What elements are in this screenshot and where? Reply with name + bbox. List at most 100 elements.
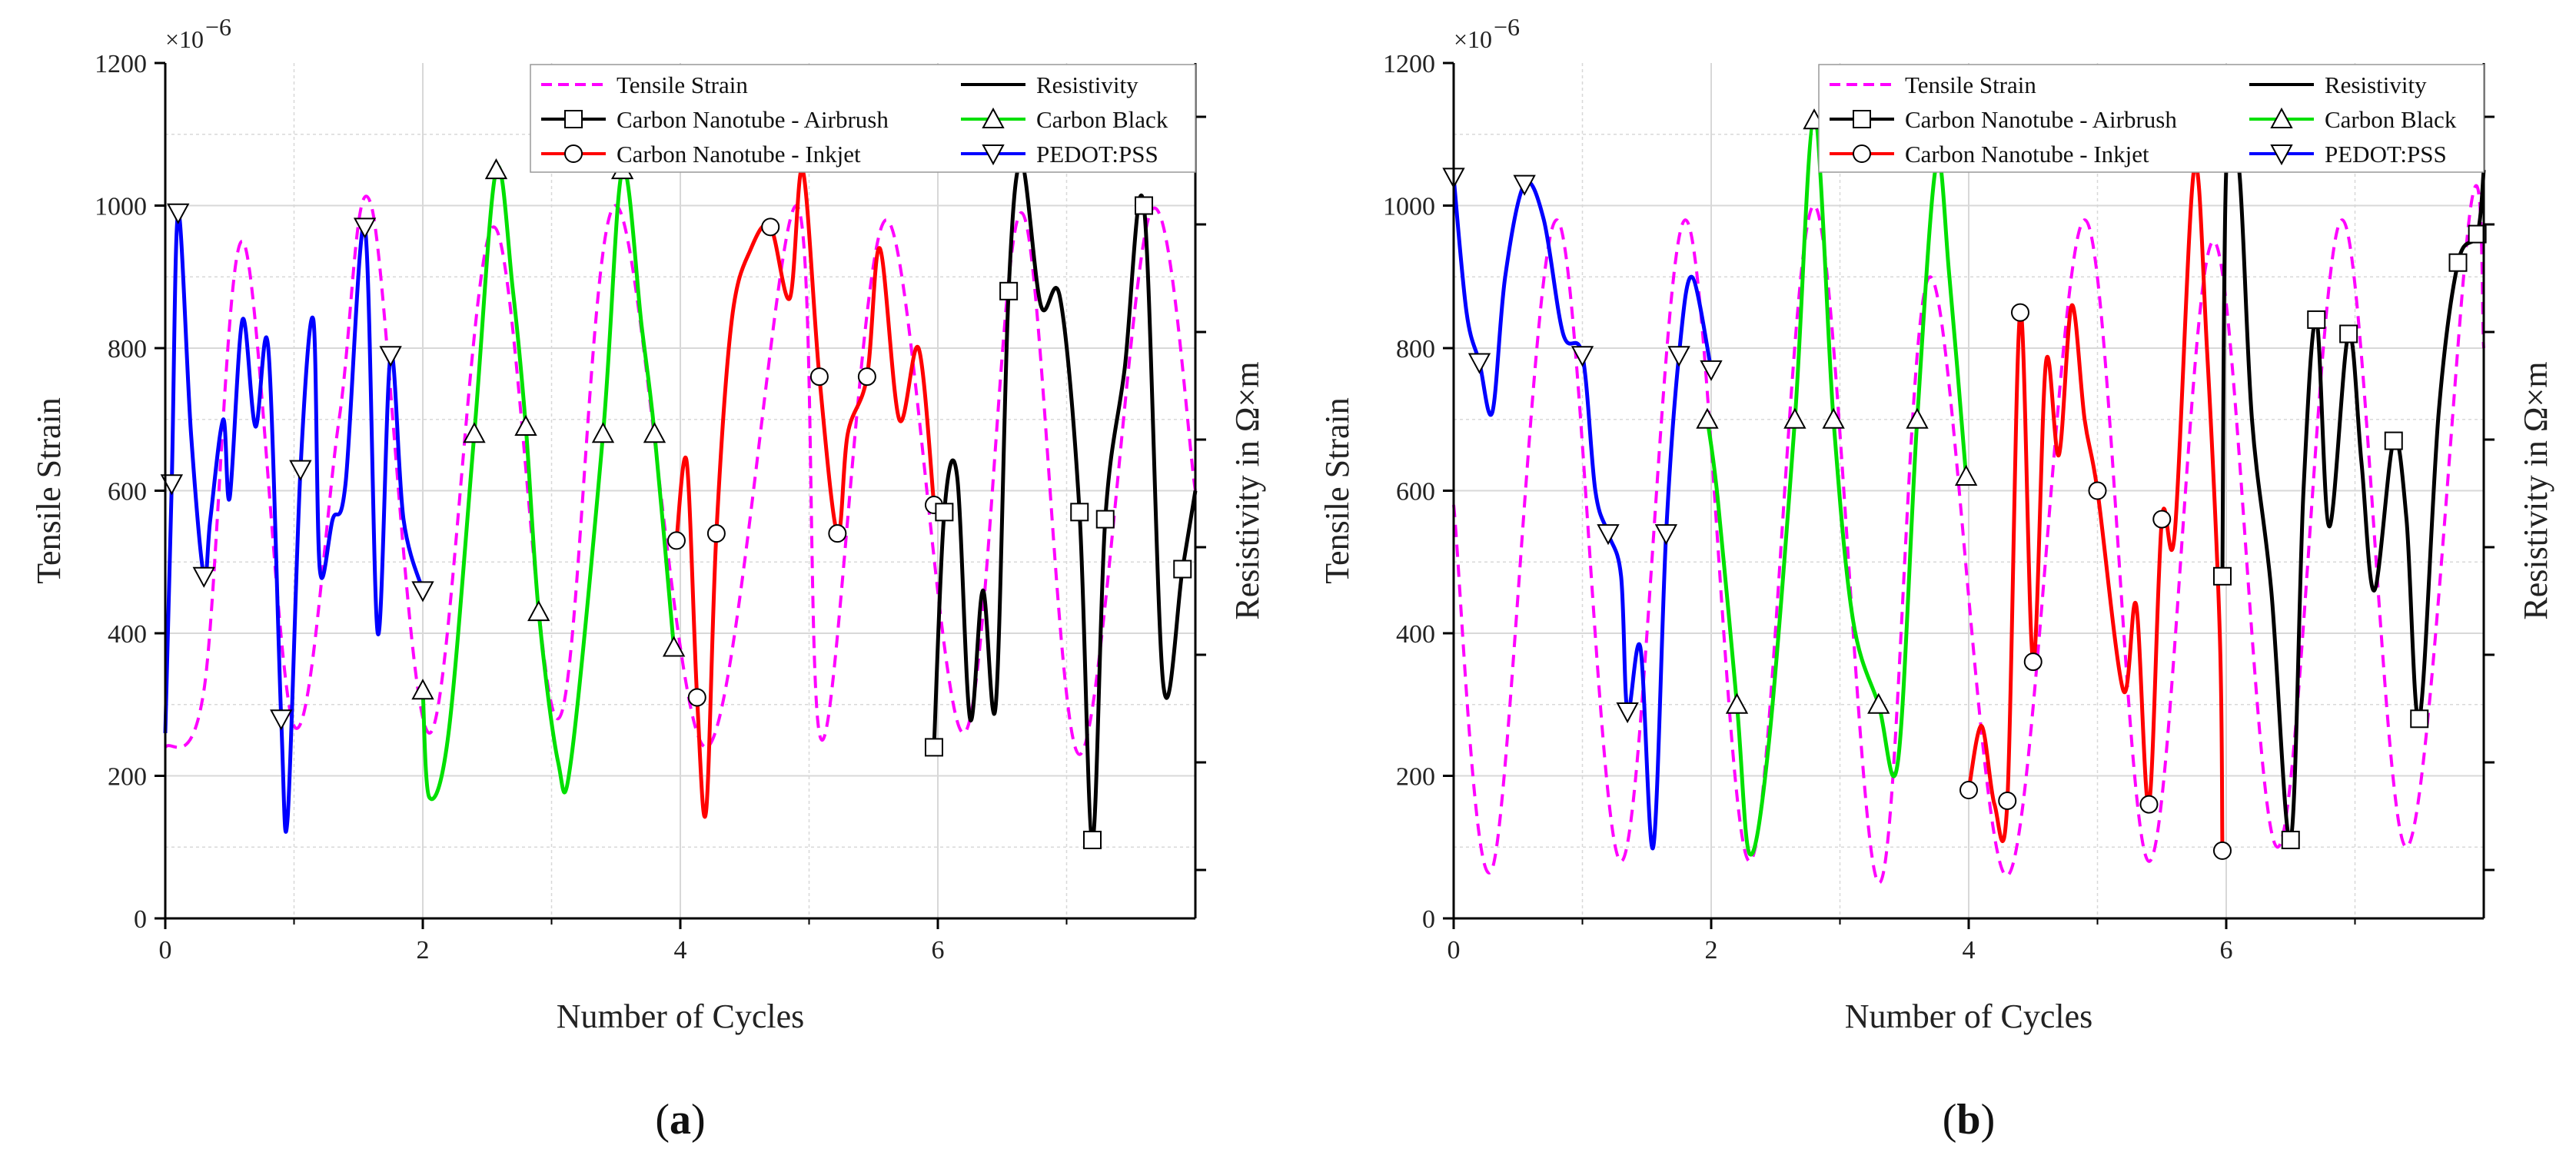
data-point-marker <box>1867 692 1890 714</box>
y-multiplier: ×10 <box>1454 25 1492 53</box>
legend-label: PEDOT:PSS <box>2325 141 2447 168</box>
data-point-marker <box>1083 830 1102 849</box>
data-point-marker <box>591 422 615 443</box>
y-tick-label: 0 <box>1422 905 1435 934</box>
series-carbon-black <box>411 158 686 802</box>
series-line <box>674 167 936 819</box>
x-tick-label: 2 <box>417 936 430 964</box>
data-point-marker <box>706 524 726 543</box>
data-point-marker <box>1906 407 1929 429</box>
data-point-marker <box>1725 692 1749 714</box>
data-point-marker <box>514 414 537 437</box>
data-point-marker <box>1654 524 1678 546</box>
axes: 0 2 4 6 0 200 400 600 800 1000 1200 <box>1383 50 2495 964</box>
y-tick-label: 0 <box>134 905 147 934</box>
y-tick-label: 800 <box>108 335 147 364</box>
data-point-marker <box>2448 253 2468 272</box>
y-axis-title: Tensile Strain <box>1318 397 1356 584</box>
data-point-marker <box>1822 407 1845 429</box>
data-point-marker <box>2212 841 2232 860</box>
legend-label: Carbon Nanotube - Inkjet <box>1905 141 2149 168</box>
data-point-marker <box>761 217 780 237</box>
legend-label: Carbon Nanotube - Airbrush <box>617 106 889 133</box>
data-point-marker <box>411 679 434 700</box>
data-point-marker <box>857 367 876 387</box>
series-line <box>420 164 676 802</box>
y-tick-label: 200 <box>108 763 147 792</box>
data-point-marker <box>2339 324 2358 344</box>
data-point-marker <box>828 524 847 543</box>
legend-label: PEDOT:PSS <box>1036 141 1158 168</box>
x-tick-label: 2 <box>1705 936 1718 964</box>
data-point-marker <box>379 346 402 367</box>
data-point-marker <box>2023 652 2043 672</box>
data-point-marker <box>411 581 434 603</box>
legend-marker <box>1853 144 1871 163</box>
legend-box <box>530 64 1196 173</box>
x-axis-title: Number of Cycles <box>1845 998 2093 1035</box>
data-point-marker <box>1597 524 1620 546</box>
x-tick-label: 0 <box>1448 936 1461 964</box>
axes: 0 2 4 6 0 200 400 600 800 1000 1200 <box>95 50 1206 964</box>
chart-panel-b: 0 2 4 6 0 200 400 600 800 1000 1200 ×10 −6 Number of … <box>1288 0 2576 1162</box>
data-point-marker <box>809 367 829 387</box>
legend-marker <box>1853 110 1871 128</box>
x-tick-label: 4 <box>1963 936 1976 964</box>
data-point-marker <box>270 709 293 731</box>
data-point-marker <box>924 738 943 757</box>
x-axis-title: Number of Cycles <box>557 998 805 1035</box>
data-point-marker <box>1783 407 1807 429</box>
legend-label: Resistivity <box>1036 71 1138 98</box>
data-point-marker <box>2139 795 2159 814</box>
data-point-marker <box>289 460 312 481</box>
y-multiplier-exponent: −6 <box>205 13 231 41</box>
data-point-marker <box>662 636 686 657</box>
data-point-marker <box>2152 510 2172 529</box>
data-point-marker <box>2468 224 2487 244</box>
data-point-marker <box>167 203 190 224</box>
legend-label: Tensile Strain <box>617 71 748 98</box>
data-point-marker <box>2410 709 2429 729</box>
legend-marker <box>2270 144 2293 166</box>
legend-label: Carbon Nanotube - Airbrush <box>1905 106 2177 133</box>
series-carbon-nanotube-airbrush <box>2212 126 2487 849</box>
y-axis-title: Tensile Strain <box>30 397 68 584</box>
y-tick-label: 600 <box>1396 478 1435 506</box>
legend-label: Carbon Nanotube - Inkjet <box>617 141 861 168</box>
legend-box <box>1818 64 2485 173</box>
data-point-marker <box>643 422 666 443</box>
x-tick-label: 6 <box>932 936 945 964</box>
data-point-marker <box>1954 464 1978 486</box>
data-point-marker <box>1070 503 1089 522</box>
data-point-marker <box>2281 830 2300 849</box>
data-point-marker <box>1998 791 2017 810</box>
y-multiplier: ×10 <box>165 25 204 53</box>
data-point-marker <box>2212 566 2232 586</box>
data-point-marker <box>1616 702 1639 724</box>
series-carbon-nanotube-inkjet <box>666 167 943 819</box>
data-point-marker <box>484 158 508 180</box>
data-point-marker <box>160 474 184 496</box>
series-pedot-pss <box>1442 168 1723 851</box>
x-tick-label: 0 <box>159 936 172 964</box>
grid <box>165 63 1195 918</box>
x-tick-label: 6 <box>2220 936 2233 964</box>
y-tick-label: 1000 <box>1383 193 1435 221</box>
data-point-marker <box>1467 353 1491 374</box>
legend-label: Tensile Strain <box>1905 71 2036 98</box>
legend-marker <box>2270 107 2293 128</box>
data-point-marker <box>1513 174 1536 196</box>
chart-panel-a: 0 2 4 6 0 200 400 600 800 1000 1200 ×10 −6 Number of … <box>30 13 1266 1144</box>
data-point-marker <box>1696 407 1719 429</box>
x-tick-label: 4 <box>674 936 687 964</box>
y-tick-label: 400 <box>1396 620 1435 649</box>
data-point-marker <box>1700 360 1723 381</box>
y-tick-label: 800 <box>1396 335 1435 364</box>
legend-label: Carbon Black <box>1036 106 1168 133</box>
y-tick-label: 1000 <box>95 193 147 221</box>
legend-label: Carbon Black <box>2325 106 2457 133</box>
series-pedot-pss <box>160 203 434 834</box>
panel-caption: (b) <box>1943 1096 1995 1144</box>
y2-axis-title: Resistivity in Ω×m <box>1228 361 1266 619</box>
data-point-marker <box>192 566 215 588</box>
